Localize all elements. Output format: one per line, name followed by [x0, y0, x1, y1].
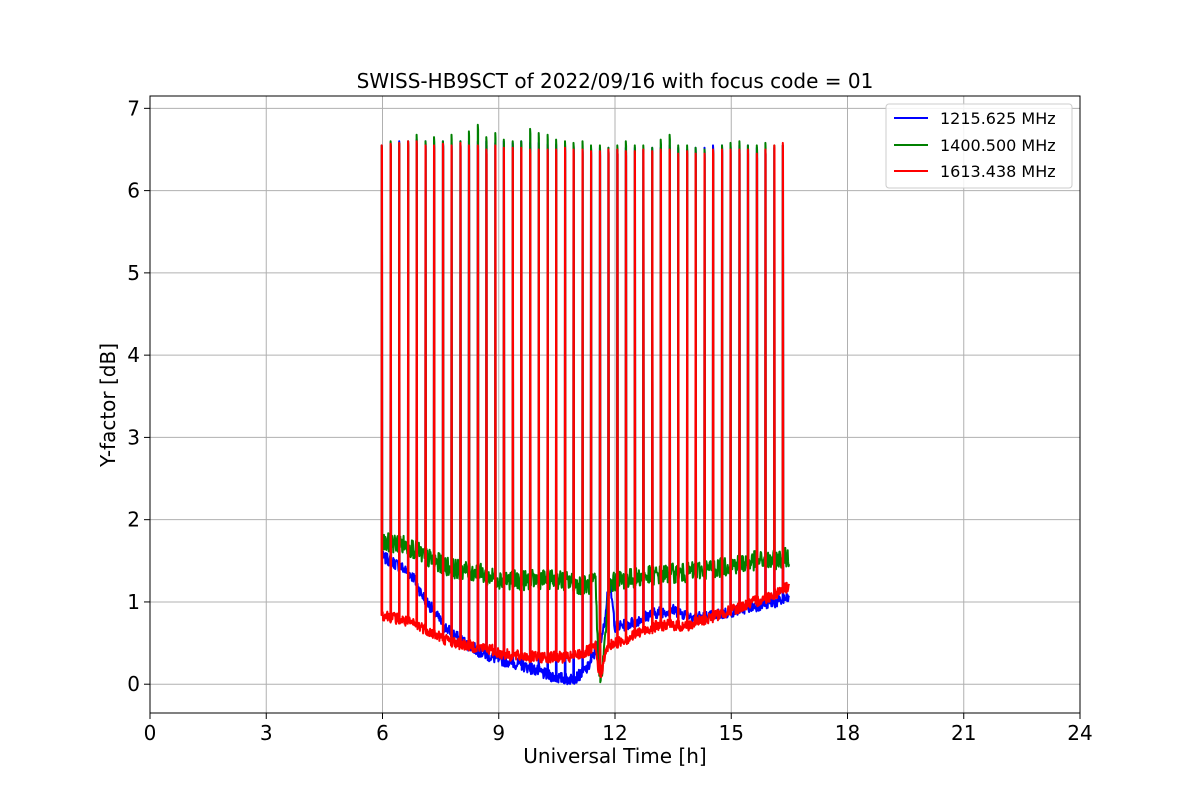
x-tick-label: 24 [1067, 721, 1092, 745]
x-tick-label: 15 [719, 721, 744, 745]
x-tick-label: 3 [260, 721, 273, 745]
x-tick-label: 6 [376, 721, 389, 745]
x-tick-label: 0 [144, 721, 157, 745]
legend: 1215.625 MHz 1400.500 MHz 1613.438 MHz [885, 103, 1073, 189]
y-tick-label: 6 [127, 179, 140, 203]
series-line-1613438 [380, 140, 791, 678]
x-tick-label: 21 [951, 721, 976, 745]
y-tick-label: 4 [127, 343, 140, 367]
legend-label-1215: 1215.625 MHz [940, 109, 1056, 128]
plot-area [380, 123, 791, 686]
legend-label-1613: 1613.438 MHz [940, 162, 1056, 181]
chart-title: SWISS-HB9SCT of 2022/09/16 with focus co… [357, 69, 874, 93]
x-axis-label: Universal Time [h] [523, 744, 706, 768]
x-tick-label: 9 [492, 721, 505, 745]
y-tick-label: 5 [127, 261, 140, 285]
y-axis-label: Y-factor [dB] [96, 343, 120, 468]
y-tick-label: 2 [127, 508, 140, 532]
x-tick-label: 18 [835, 721, 860, 745]
legend-box [885, 103, 1073, 189]
y-tick-label: 0 [127, 672, 140, 696]
y-tick-label: 3 [127, 425, 140, 449]
y-tick-label: 7 [127, 96, 140, 120]
legend-label-1400: 1400.500 MHz [940, 136, 1056, 155]
y-tick-label: 1 [127, 590, 140, 614]
x-tick-label: 12 [602, 721, 627, 745]
